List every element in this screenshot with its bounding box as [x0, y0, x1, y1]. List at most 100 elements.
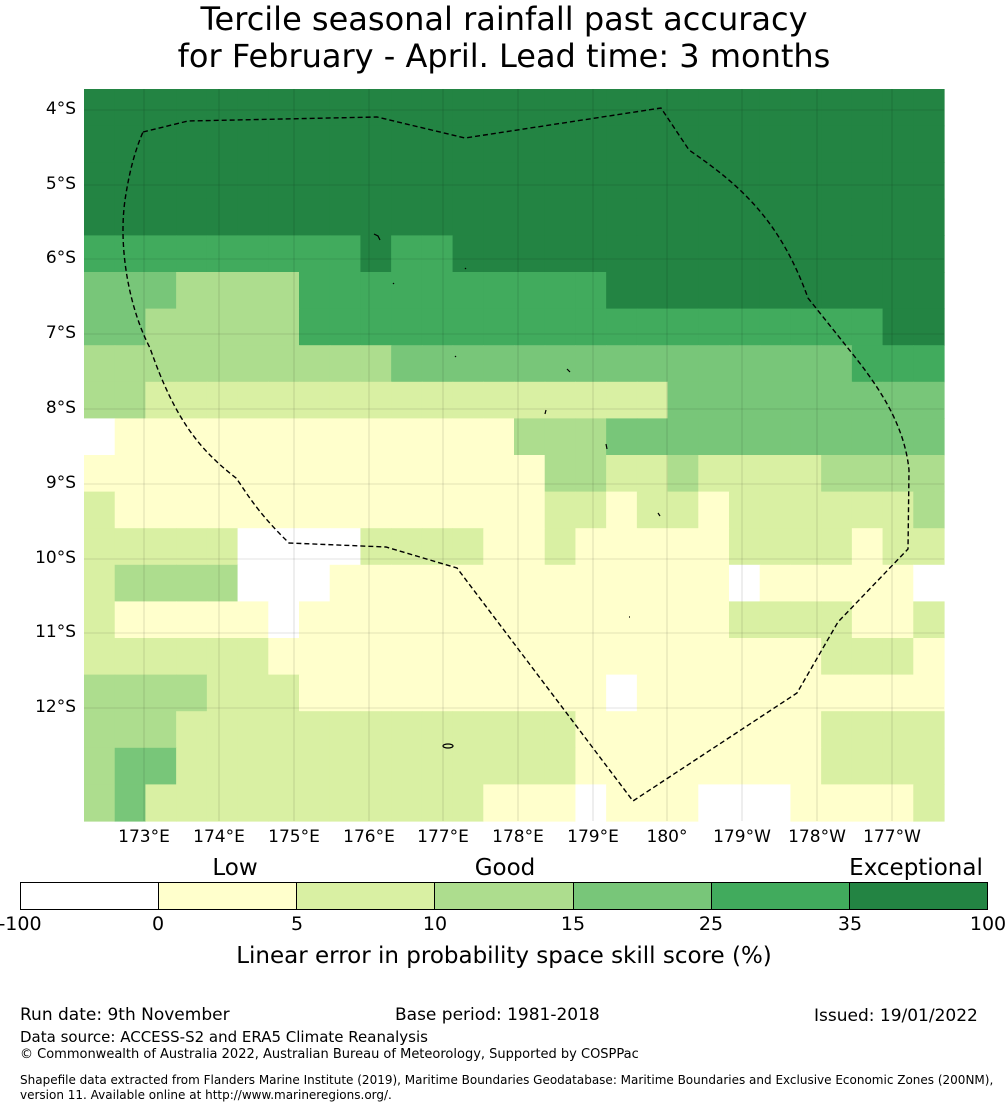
- grid-cell: [206, 162, 239, 200]
- grid-cell: [882, 564, 914, 602]
- grid-cell: [729, 418, 761, 456]
- grid-cell: [360, 747, 392, 785]
- grid-cell: [821, 381, 853, 419]
- colorbar-segment: [297, 883, 436, 909]
- grid-cell: [329, 528, 362, 566]
- colorbar-tick: 15: [560, 913, 586, 935]
- grid-cell: [636, 491, 669, 529]
- grid-cell: [636, 235, 669, 273]
- grid-cell: [913, 711, 945, 749]
- grid-cell: [391, 125, 423, 163]
- grid-cell: [176, 638, 208, 676]
- grid-cell: [759, 564, 792, 602]
- grid-cell: [299, 747, 331, 785]
- grid-cell: [391, 711, 423, 749]
- grid-cell: [759, 455, 792, 493]
- grid-cell: [544, 601, 577, 639]
- grid-cell: [329, 89, 362, 127]
- grid-cell: [299, 638, 331, 676]
- grid-cell: [790, 564, 822, 602]
- grid-cell: [84, 418, 116, 456]
- lon-label: 179°E: [567, 827, 619, 847]
- grid-cell: [299, 125, 331, 163]
- grid-cell: [176, 674, 208, 712]
- grid-cell: [821, 418, 853, 456]
- grid-cell: [729, 784, 761, 822]
- grid-cell: [452, 674, 484, 712]
- grid-cell: [483, 308, 515, 346]
- grid-cell: [821, 784, 853, 822]
- grid-cell: [329, 455, 362, 493]
- grid-cell: [606, 528, 638, 566]
- grid-cell: [636, 418, 669, 456]
- grid-cell: [882, 638, 914, 676]
- grid-cell: [544, 564, 577, 602]
- grid-cell: [851, 89, 884, 127]
- grid-cell: [759, 491, 792, 529]
- grid-cell: [544, 89, 577, 127]
- grid-cell: [821, 198, 853, 236]
- grid-cell: [114, 564, 147, 602]
- lat-label: 10°S: [35, 548, 76, 568]
- shapefile-credit: Shapefile data extracted from Flanders M…: [20, 1073, 994, 1102]
- grid-cell: [636, 89, 669, 127]
- lat-label: 6°S: [45, 248, 76, 268]
- grid-cell: [360, 601, 392, 639]
- grid-cell: [360, 162, 392, 200]
- map-title-line2: for February - April. Lead time: 3 month…: [177, 37, 831, 75]
- grid-cell: [698, 89, 730, 127]
- grid-cell: [759, 638, 792, 676]
- grid-cell: [483, 381, 515, 419]
- grid-cell: [514, 125, 546, 163]
- grid-cell: [299, 162, 331, 200]
- grid-cell: [882, 601, 914, 639]
- grid-cell: [268, 491, 300, 529]
- grid-cell: [206, 528, 239, 566]
- grid-cell: [268, 564, 300, 602]
- grid-cell: [606, 125, 638, 163]
- grid-cell: [821, 674, 853, 712]
- grid-cell: [667, 711, 699, 749]
- grid-cell: [851, 455, 884, 493]
- grid-cell: [667, 162, 699, 200]
- grid-cell: [667, 198, 699, 236]
- grid-cell: [729, 491, 761, 529]
- grid-cell: [667, 418, 699, 456]
- grid-cell: [114, 89, 147, 127]
- grid-cell: [667, 345, 699, 383]
- run-date: Run date: 9th November: [20, 1005, 230, 1025]
- grid-cell: [268, 784, 300, 822]
- lon-label: 174°E: [193, 827, 245, 847]
- colorbar-segment: [711, 883, 850, 909]
- grid-cell: [698, 528, 730, 566]
- grid-cell: [698, 784, 730, 822]
- grid-cell: [913, 638, 945, 676]
- grid-cell: [544, 638, 577, 676]
- grid-cell: [636, 162, 669, 200]
- grid-cell: [452, 235, 484, 273]
- grid-cell: [913, 272, 945, 310]
- grid-cell: [544, 272, 577, 310]
- grid-cell: [145, 455, 177, 493]
- skill-grid: [84, 89, 945, 822]
- grid-cell: [790, 784, 822, 822]
- grid-cell: [452, 89, 484, 127]
- grid-cell: [790, 747, 822, 785]
- grid-cell: [483, 345, 515, 383]
- grid-cell: [851, 528, 884, 566]
- grid-cell: [268, 601, 300, 639]
- grid-cell: [114, 711, 147, 749]
- grid-cell: [514, 418, 546, 456]
- grid-cell: [84, 381, 116, 419]
- grid-cell: [606, 491, 638, 529]
- grid-cell: [729, 601, 761, 639]
- grid-cell: [176, 711, 208, 749]
- grid-cell: [145, 89, 177, 127]
- grid-cell: [698, 235, 730, 273]
- grid-cell: [268, 528, 300, 566]
- grid-cell: [913, 345, 945, 383]
- grid-cell: [790, 381, 822, 419]
- grid-cell: [698, 711, 730, 749]
- grid-cell: [698, 638, 730, 676]
- grid-cell: [176, 235, 208, 273]
